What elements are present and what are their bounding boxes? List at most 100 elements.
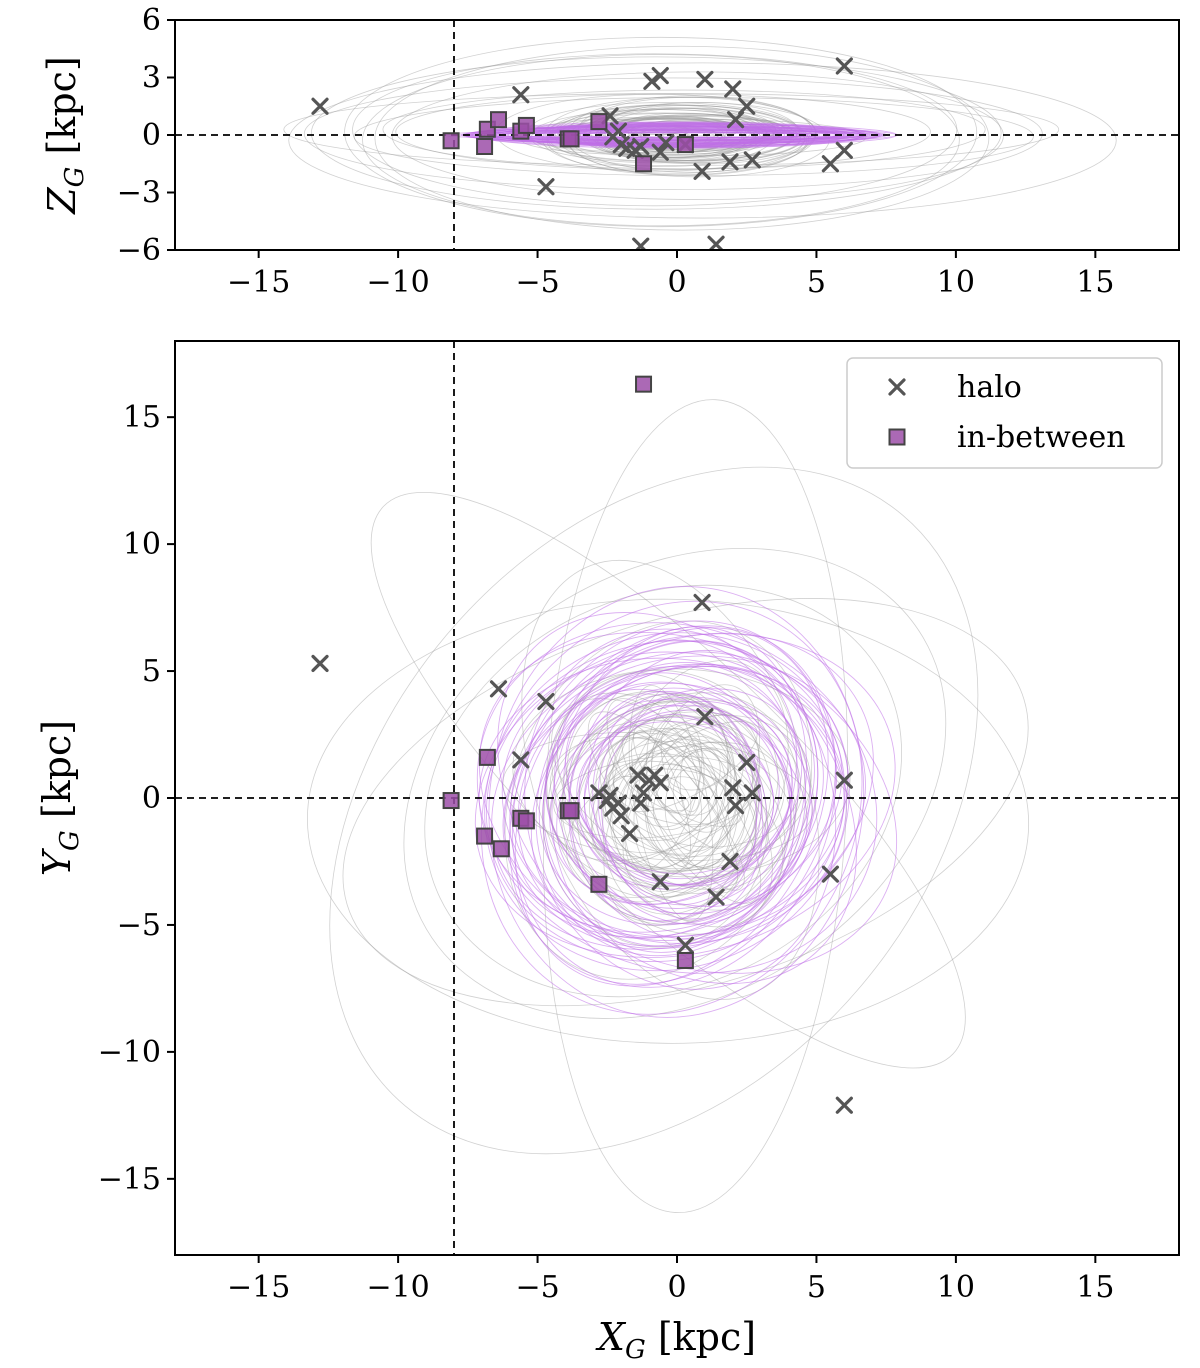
halo-orbit — [645, 764, 744, 827]
legend-halo-marker — [888, 378, 906, 396]
halo-orbit — [342, 598, 1029, 1007]
in-between-orbit — [568, 687, 795, 940]
halo-orbit — [310, 56, 1002, 210]
in-between-point — [562, 130, 580, 148]
top-x-tick-label: −5 — [515, 265, 559, 300]
halo-orbit — [646, 776, 731, 870]
in-between-orbit — [485, 640, 846, 963]
halo-orbit — [612, 776, 690, 812]
halo-orbit — [283, 93, 1060, 166]
halo-point — [651, 143, 669, 161]
halo-orbit — [551, 669, 779, 873]
legend: halo in-between — [846, 357, 1163, 469]
bottom-y-tick-label: 10 — [123, 527, 161, 562]
halo-point — [609, 122, 628, 140]
bottom-x-tick-label: 0 — [667, 1270, 686, 1305]
in-between-point — [442, 792, 460, 810]
in-between-point — [478, 748, 496, 766]
bottom-x-tick-label: 15 — [1076, 1270, 1114, 1305]
top-ticks: −15 −10 −5 0 5 10 15 −6 −3 0 3 6 — [117, 3, 1115, 300]
in-between-point — [476, 827, 494, 845]
halo-point — [629, 766, 647, 784]
halo-orbit — [374, 45, 990, 231]
halo-orbit — [595, 115, 747, 153]
halo-point — [724, 779, 742, 797]
halo-point — [835, 771, 853, 789]
bottom-y-tick-label: −10 — [98, 1035, 161, 1070]
bottom-x-axis-label: XG [kpc] — [595, 1315, 756, 1365]
in-between-orbit — [491, 651, 849, 950]
in-between-orbit — [542, 662, 807, 947]
in-between-point — [562, 802, 580, 820]
halo-orbit — [596, 745, 793, 894]
bottom-x-tick-label: 10 — [937, 1270, 975, 1305]
top-orbit-in-between — [443, 121, 898, 149]
halo-point — [821, 155, 839, 173]
halo-point — [821, 865, 839, 883]
top-x-tick-label: 15 — [1076, 265, 1114, 300]
halo-orbit — [595, 730, 717, 841]
in-between-orbit — [501, 651, 847, 944]
bottom-y-tick-label: 0 — [142, 781, 161, 816]
bottom-panel: −15 −10 −5 0 5 10 15 −15 −10 −5 0 5 10 15 YG [kpc] XG… — [35, 340, 1180, 1365]
in-between-point — [442, 132, 460, 150]
halo-orbit — [288, 62, 1117, 219]
top-y-tick-label: −3 — [117, 176, 161, 211]
halo-orbit — [512, 668, 851, 878]
halo-point — [537, 692, 555, 711]
halo-point — [612, 807, 630, 825]
in-between-point — [490, 111, 508, 129]
bottom-y-tick-label: 15 — [123, 400, 161, 435]
halo-point — [696, 70, 714, 89]
halo-point — [707, 888, 725, 906]
halo-point — [743, 151, 761, 169]
halo-orbit — [646, 697, 739, 868]
in-between-point — [492, 840, 510, 858]
in-between-point — [590, 875, 608, 893]
halo-point — [620, 824, 639, 843]
halo-point — [651, 66, 669, 85]
halo-orbit — [621, 732, 745, 891]
halo-point — [707, 235, 725, 250]
halo-orbit — [307, 598, 1030, 1044]
halo-orbit — [579, 108, 795, 162]
top-y-axis-label: ZG [kpc] — [40, 56, 90, 215]
halo-orbit — [370, 491, 966, 1069]
bottom-x-tick-label: −5 — [515, 1270, 559, 1305]
in-between-orbit — [554, 639, 799, 925]
in-between-orbit — [545, 681, 793, 909]
halo-orbit — [549, 736, 745, 870]
halo-point — [489, 680, 508, 698]
top-x-tick-label: −10 — [366, 265, 429, 300]
top-y-tick-label: 0 — [142, 118, 161, 153]
halo-point — [651, 873, 669, 891]
in-between-orbit — [514, 627, 829, 987]
halo-point — [696, 708, 714, 726]
halo-point — [632, 237, 650, 250]
halo-orbit — [645, 714, 760, 860]
halo-point — [693, 593, 711, 612]
bottom-y-axis-label: YG [kpc] — [35, 720, 85, 876]
halo-point — [726, 797, 745, 815]
halo-orbit — [344, 36, 978, 228]
bottom-y-tick-label: −5 — [117, 908, 161, 943]
halo-orbit — [395, 93, 931, 171]
bottom-x-tick-label: −10 — [366, 1270, 429, 1305]
halo-orbit — [591, 735, 729, 864]
halo-orbit — [587, 711, 739, 894]
halo-orbit — [606, 698, 762, 904]
halo-orbit — [679, 739, 705, 816]
halo-orbit — [382, 89, 986, 170]
top-points — [311, 57, 853, 250]
halo-point — [537, 178, 555, 196]
halo-orbit — [548, 719, 763, 887]
in-between-orbit — [587, 690, 760, 885]
halo-point — [743, 784, 761, 802]
in-between-orbit — [497, 612, 857, 985]
top-x-tick-label: −15 — [227, 265, 290, 300]
top-y-tick-label: 6 — [142, 3, 161, 38]
legend-in-between-marker — [888, 428, 906, 446]
halo-orbit — [562, 698, 812, 872]
bottom-x-tick-label: 5 — [807, 1270, 826, 1305]
